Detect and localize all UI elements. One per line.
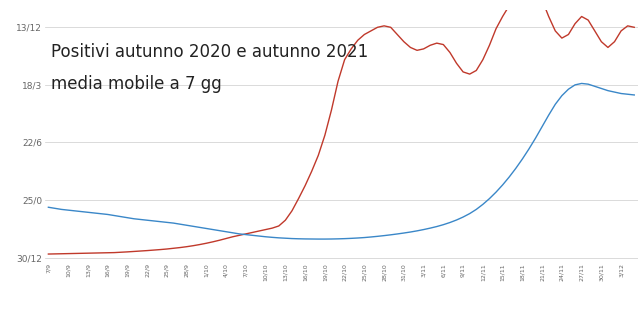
Text: Positivi autunno 2020 e autunno 2021: Positivi autunno 2020 e autunno 2021	[51, 42, 368, 60]
Text: media mobile a 7 gg: media mobile a 7 gg	[51, 75, 222, 93]
